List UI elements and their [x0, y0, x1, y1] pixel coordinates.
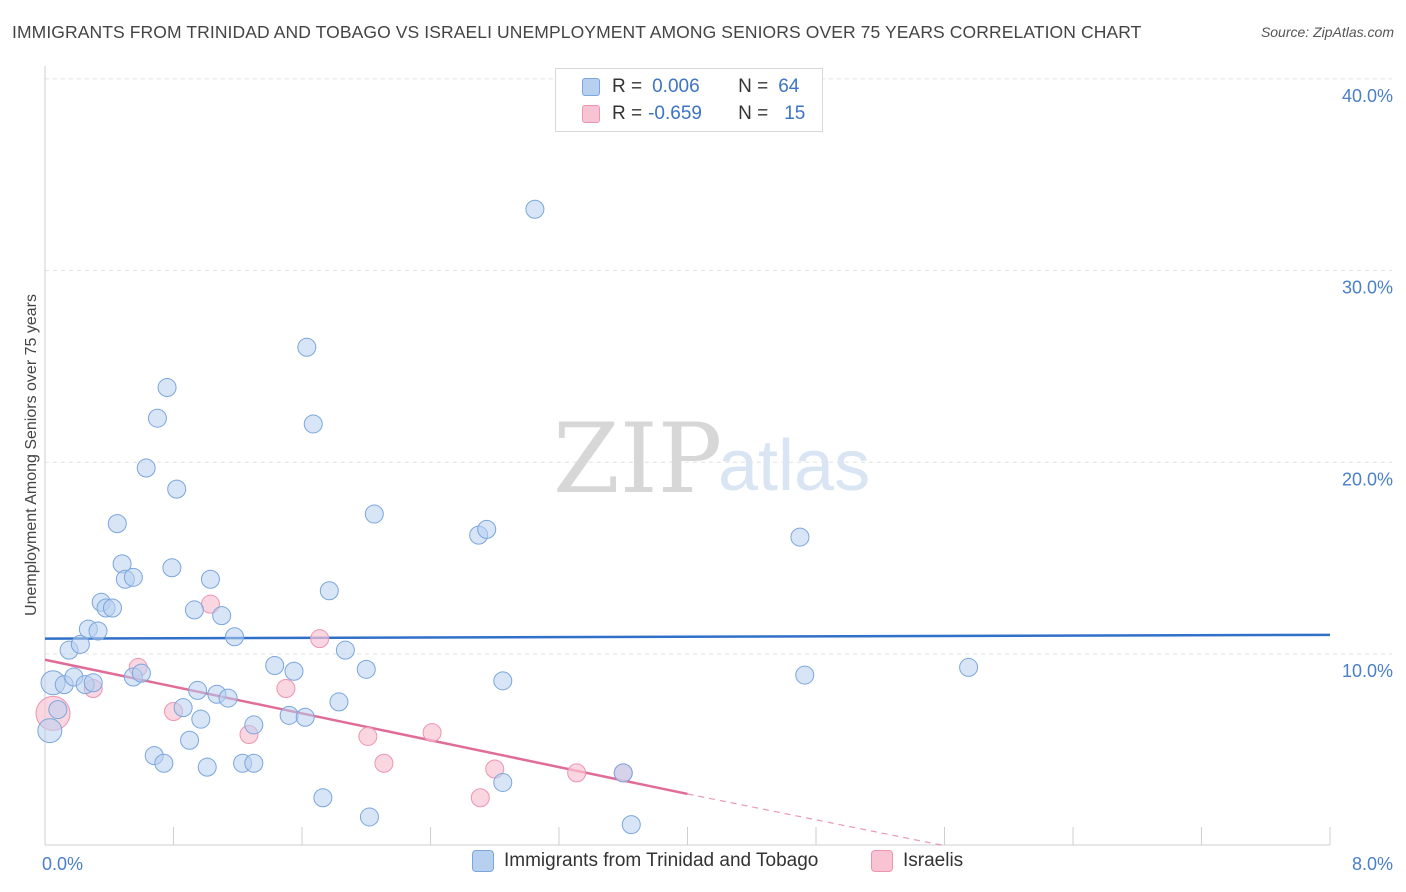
point-trinidad [107, 514, 127, 534]
legend-swatch-israelis [582, 105, 600, 123]
source-label: Source: ZipAtlas.com [1260, 24, 1394, 40]
point-trinidad [48, 700, 68, 720]
y-tick-label: 30.0% [1342, 278, 1393, 298]
point-trinidad [295, 707, 315, 727]
legend-n-value-trinidad: 64 [778, 76, 800, 97]
legend-swatch-trinidad [582, 78, 600, 96]
point-trinidad [329, 692, 349, 712]
legend-row-israelis: R = -0.659 N = 15 [582, 101, 805, 127]
point-trinidad [184, 600, 204, 620]
point-trinidad [225, 627, 245, 647]
point-trinidad [154, 753, 174, 773]
x-tick-label: 8.0% [1352, 854, 1393, 874]
y-tick-label: 10.0% [1342, 661, 1393, 681]
point-trinidad [167, 479, 187, 499]
watermark-zip: ZIP [553, 403, 722, 515]
point-trinidad [621, 815, 641, 835]
point-trinidad [297, 337, 317, 357]
point-trinidad [313, 788, 333, 808]
point-israelis [422, 723, 442, 743]
grid-lines [45, 78, 1392, 655]
point-trinidad [265, 656, 285, 676]
y-axis-label: Unemployment Among Seniors over 75 years [23, 294, 40, 616]
legend-r-value-trinidad: 0.006 [652, 76, 700, 97]
point-trinidad [173, 698, 193, 718]
legend-row-trinidad: R = 0.006 N = 64 [582, 74, 799, 100]
point-trinidad [359, 807, 379, 827]
point-israelis [470, 788, 490, 808]
point-israelis [567, 763, 587, 783]
point-trinidad [493, 671, 513, 691]
point-trinidad [212, 606, 232, 626]
point-trinidad [123, 567, 143, 587]
point-trinidad [188, 680, 208, 700]
legend-r-value-israelis: -0.659 [648, 103, 702, 124]
point-trinidad [200, 569, 220, 589]
point-trinidad [356, 659, 376, 679]
point-trinidad [364, 504, 384, 524]
trend-lines [44, 633, 1331, 847]
legend-n-label: N = [738, 103, 769, 124]
correlation-legend: R = 0.006 N = 64 R = -0.659 N = 15 [555, 68, 823, 132]
point-trinidad [88, 621, 108, 641]
point-trinidad [147, 408, 167, 428]
point-trinidad [279, 705, 299, 725]
point-trinidad [493, 772, 513, 792]
point-trinidad [244, 715, 264, 735]
point-trinidad [790, 527, 810, 547]
bottom-legend-swatch-israelis [871, 850, 893, 872]
point-trinidad [795, 665, 815, 685]
point-trinidad [131, 663, 151, 683]
point-trinidad [319, 581, 339, 601]
point-trinidad [284, 661, 304, 681]
legend-r-label: R = [612, 103, 643, 124]
point-israelis [374, 753, 394, 773]
point-trinidad [37, 718, 63, 744]
point-israelis [276, 679, 296, 699]
bottom-legend-label-trinidad: Immigrants from Trinidad and Tobago [504, 850, 819, 871]
legend-n-label: N = [738, 76, 769, 97]
point-trinidad [102, 598, 122, 618]
tick-labels: 10.0% 20.0% 30.0% 40.0% 0.0% 8.0% [42, 86, 1393, 874]
legend-r-label: R = [612, 76, 643, 97]
point-trinidad [303, 414, 323, 434]
bottom-legend-label-israelis: Israelis [903, 850, 964, 871]
point-trinidad [162, 558, 182, 578]
bottom-legend-swatch-trinidad [472, 850, 494, 872]
chart-title: IMMIGRANTS FROM TRINIDAD AND TOBAGO VS I… [12, 22, 1142, 42]
y-tick-label: 20.0% [1342, 469, 1393, 489]
legend-n-value-israelis: 15 [784, 103, 806, 124]
point-trinidad [613, 763, 633, 783]
point-trinidad [525, 199, 545, 219]
point-trinidad [83, 673, 103, 693]
point-trinidad [157, 378, 177, 398]
point-trinidad [244, 753, 264, 773]
point-israelis [310, 629, 330, 649]
point-trinidad [197, 757, 217, 777]
y-tick-label: 40.0% [1342, 86, 1393, 106]
point-trinidad [180, 730, 200, 750]
bottom-legend-trinidad: Immigrants from Trinidad and Tobago [472, 850, 818, 872]
point-israelis [358, 726, 378, 746]
point-trinidad [218, 688, 238, 708]
point-trinidad [335, 640, 355, 660]
watermark-atlas: atlas [718, 426, 870, 506]
point-trinidad [70, 634, 90, 654]
data-points [35, 199, 979, 835]
point-trinidad [136, 458, 156, 478]
bottom-legend-israelis: Israelis [871, 850, 963, 872]
trend-line-trinidad [44, 633, 1331, 640]
point-trinidad [959, 657, 979, 677]
point-trinidad [477, 519, 497, 539]
x-tick-label: 0.0% [42, 854, 83, 874]
point-trinidad [191, 709, 211, 729]
